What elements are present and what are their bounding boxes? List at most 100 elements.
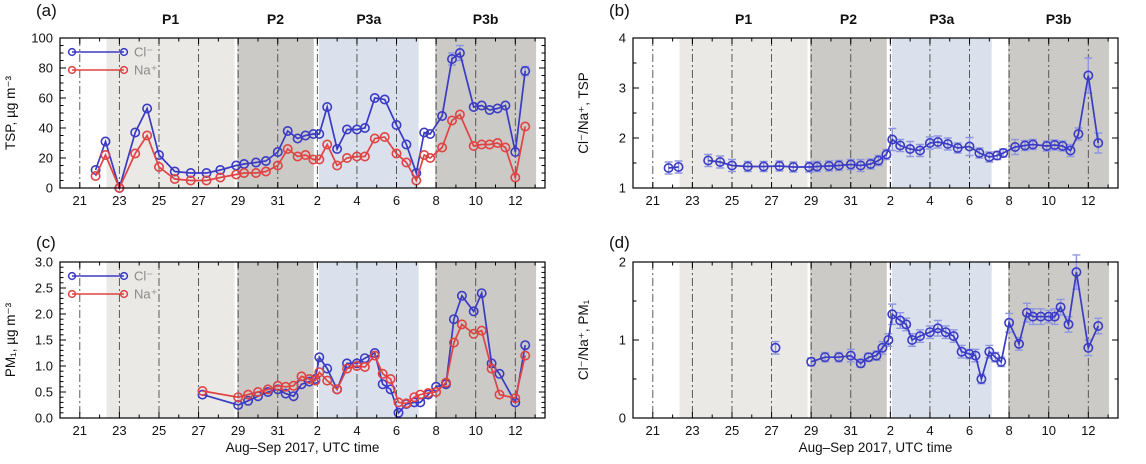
data-marker-cl xyxy=(970,350,981,361)
period-label-p3b: P3b xyxy=(473,11,499,27)
period-label-p3a: P3a xyxy=(356,11,381,27)
data-marker-na xyxy=(130,148,141,159)
data-marker-na xyxy=(359,151,370,162)
data-marker-na xyxy=(253,387,264,398)
data-marker-cl xyxy=(419,127,430,138)
data-marker-na xyxy=(369,133,380,144)
x-tick-label: 2 xyxy=(314,193,321,208)
x-tick-label: 8 xyxy=(1006,423,1013,438)
series-line-cl xyxy=(202,290,527,415)
x-tick-label: 23 xyxy=(685,423,699,438)
chart-c: 21 23 25 27 29 31 2 4 6 8 10 12 0.0 0.5 1.0 1.5 2.0 2.5 3.… xyxy=(3,255,546,455)
error-bar xyxy=(1094,132,1103,154)
data-marker-cl xyxy=(984,346,995,357)
period-band-p3a xyxy=(891,38,992,188)
data-marker-na xyxy=(322,375,333,386)
data-marker-cl xyxy=(1013,338,1024,349)
data-marker-cl xyxy=(260,156,271,167)
y-tick-label: 3 xyxy=(619,81,626,96)
data-marker-cl xyxy=(369,93,380,104)
legend-marker-cl xyxy=(119,271,129,281)
x-tick-label: 31 xyxy=(844,193,858,208)
data-marker-cl xyxy=(996,356,1007,367)
x-tick-label: 27 xyxy=(764,423,778,438)
period-band-p1 xyxy=(679,38,808,188)
legend-marker-cl xyxy=(67,271,77,281)
data-marker-cl xyxy=(932,323,943,334)
data-marker-cl xyxy=(727,160,738,171)
data-marker-na xyxy=(431,387,442,398)
data-marker-na xyxy=(308,154,319,165)
x-tick-label: 25 xyxy=(725,193,739,208)
period-band-p3b xyxy=(1008,38,1110,188)
period-label-p3b: P3b xyxy=(1046,11,1072,27)
x-tick-label: 8 xyxy=(1006,193,1013,208)
x-tick-label: 10 xyxy=(468,423,482,438)
data-marker-cl xyxy=(322,363,333,374)
series-cl xyxy=(90,44,531,194)
y-tick-label: 1.0 xyxy=(35,359,53,374)
data-marker-na xyxy=(243,389,254,400)
x-tick-label: 25 xyxy=(152,193,166,208)
data-marker-na xyxy=(300,150,311,161)
period-band-p3a xyxy=(318,262,419,418)
panel-letter-d: (d) xyxy=(609,233,630,252)
data-marker-cl xyxy=(833,160,844,171)
series-line-cl xyxy=(94,51,527,192)
data-marker-cl xyxy=(322,102,333,113)
x-tick-label: 6 xyxy=(393,193,400,208)
x-tick-label: 10 xyxy=(468,193,482,208)
data-marker-cl xyxy=(964,349,975,360)
data-marker-cl xyxy=(1027,139,1038,150)
series-cl xyxy=(663,57,1104,175)
data-marker-na xyxy=(100,150,111,161)
data-marker-cl xyxy=(770,342,781,353)
period-band-p2 xyxy=(810,262,887,418)
data-marker-cl xyxy=(379,94,390,105)
data-marker-cl xyxy=(142,103,153,114)
data-marker-cl xyxy=(1083,342,1094,353)
panel-c: (c) 21 23 25 27 29 31 2 4 6 8 10 12 0.0 0.5 1.0 1.5 2.0 2… xyxy=(0,232,573,464)
x-tick-label: 4 xyxy=(353,423,360,438)
x-tick-label: 12 xyxy=(1081,193,1095,208)
data-marker-na xyxy=(262,384,273,395)
data-marker-cl xyxy=(998,148,1009,159)
data-marker-na xyxy=(169,174,180,185)
y-axis-label-d: Cl⁻/Na⁺, PM₁ xyxy=(576,299,591,380)
data-marker-na xyxy=(419,150,430,161)
legend-label-cl: Cl⁻ xyxy=(134,45,153,60)
data-marker-cl xyxy=(905,144,916,155)
data-marker-cl xyxy=(500,100,511,111)
period-band-p1 xyxy=(106,38,235,188)
x-tick-label: 4 xyxy=(926,193,933,208)
data-marker-cl xyxy=(308,129,319,140)
data-marker-cl xyxy=(774,161,785,172)
x-tick-label: 10 xyxy=(1041,193,1055,208)
x-tick-label: 2 xyxy=(887,193,894,208)
data-marker-cl xyxy=(282,126,293,137)
y-tick-label: 1 xyxy=(619,181,626,196)
panel-b: (b) P1 P2 P3a P3b 21 23 25 27 29 31 2 4 6 8 10 12 1 2 3 4 Cl… xyxy=(573,0,1146,232)
data-marker-na xyxy=(197,386,208,397)
data-marker-cl xyxy=(758,161,769,172)
data-marker-cl xyxy=(788,162,799,173)
y-tick-label: 0.5 xyxy=(35,385,53,400)
data-marker-na xyxy=(272,160,283,171)
data-marker-cl xyxy=(215,165,226,176)
x-tick-label: 23 xyxy=(112,193,126,208)
data-marker-na xyxy=(476,325,487,336)
y-tick-label: 2 xyxy=(619,255,626,270)
data-marker-cl xyxy=(964,141,975,152)
data-marker-cl xyxy=(932,137,943,148)
data-marker-na xyxy=(239,168,250,179)
series-line-na xyxy=(94,113,527,191)
series-na xyxy=(197,319,531,409)
x-tick-label: 31 xyxy=(844,423,858,438)
legend-marker-na xyxy=(119,289,129,299)
x-tick-label: 10 xyxy=(1041,423,1055,438)
legend-marker-cl xyxy=(67,47,77,57)
data-marker-cl xyxy=(992,150,1003,161)
y-tick-label: 40 xyxy=(39,121,53,136)
panel-letter-c: (c) xyxy=(36,233,56,252)
data-marker-cl xyxy=(332,144,343,155)
